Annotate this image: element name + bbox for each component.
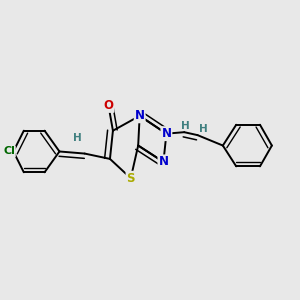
Text: N: N <box>158 155 168 168</box>
Text: S: S <box>127 172 135 185</box>
Text: H: H <box>199 124 208 134</box>
Text: N: N <box>135 109 145 122</box>
Text: O: O <box>103 99 113 112</box>
Text: N: N <box>161 127 171 140</box>
Text: H: H <box>73 133 82 143</box>
Text: H: H <box>181 121 190 131</box>
Text: Cl: Cl <box>3 146 15 157</box>
